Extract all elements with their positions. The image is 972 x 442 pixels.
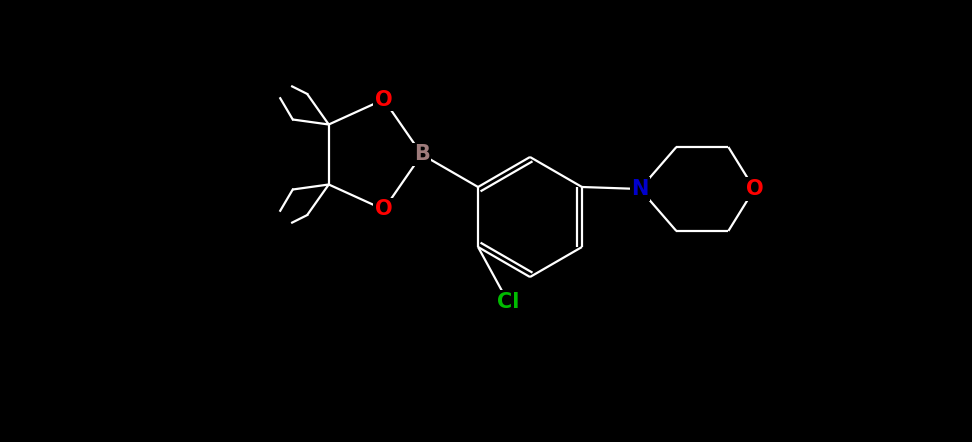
Text: Cl: Cl xyxy=(497,292,519,312)
Text: O: O xyxy=(375,89,393,110)
Text: B: B xyxy=(414,145,430,164)
Text: N: N xyxy=(631,179,648,199)
Text: O: O xyxy=(746,179,763,199)
Text: O: O xyxy=(375,199,393,220)
